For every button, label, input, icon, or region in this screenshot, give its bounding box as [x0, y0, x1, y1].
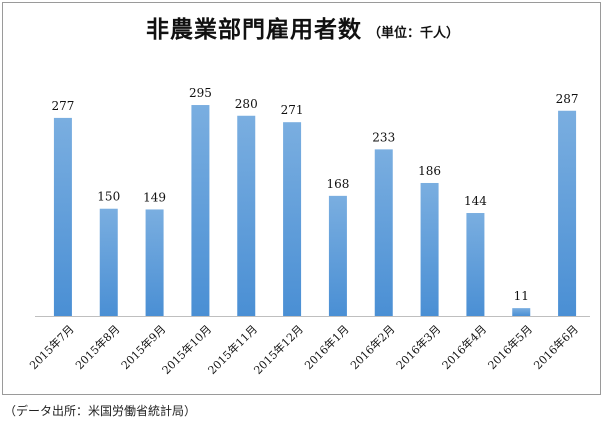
data-label-11: 11 [514, 289, 529, 303]
bar-chart: 277 150 149 295 280 271 168 233 186 144 11 287 2015… [26, 86, 590, 377]
bar-7 [328, 195, 347, 316]
bar-1 [53, 117, 72, 316]
x-tick-label-7: 2016年1月 [301, 322, 351, 372]
data-label-5: 280 [235, 97, 258, 111]
x-tick-label-8: 2016年2月 [347, 322, 397, 372]
bar-2 [99, 208, 118, 316]
x-tick-labels-layer: 2015年7月2015年8月2015年9月2015年10月2015年11月201… [26, 322, 580, 377]
x-tick-label-3: 2015年9月 [118, 322, 168, 372]
bar-9 [420, 182, 439, 316]
chart-title-main: 非農業部門雇用者数 [145, 17, 362, 43]
data-label-7: 168 [326, 177, 349, 191]
chart-frame [2, 2, 601, 395]
data-label-9: 186 [418, 164, 441, 178]
source-note: （データ出所：米国労働省統計局） [4, 404, 197, 418]
data-label-6: 271 [281, 103, 304, 117]
x-tick-label-11: 2016年5月 [485, 322, 535, 372]
data-label-4: 295 [189, 86, 212, 100]
bar-6 [283, 122, 302, 316]
chart-title: 非農業部門雇用者数 （単位：千人） [0, 10, 605, 44]
x-tick-label-2: 2015年8月 [72, 322, 122, 372]
data-label-3: 149 [143, 190, 166, 204]
bar-8 [374, 149, 393, 316]
x-tick-label-6: 2015年12月 [251, 322, 306, 377]
data-label-10: 144 [464, 194, 487, 208]
data-label-1: 277 [51, 99, 74, 113]
bars-layer [53, 105, 577, 317]
x-tick-label-10: 2016年4月 [439, 322, 489, 372]
bar-12 [558, 110, 577, 316]
data-label-12: 287 [556, 92, 579, 106]
bar-5 [237, 115, 256, 317]
data-label-8: 233 [372, 130, 395, 144]
x-tick-label-9: 2016年3月 [393, 322, 443, 372]
data-label-2: 150 [97, 190, 120, 204]
chart-unit-note: （単位：千人） [367, 26, 459, 41]
bar-10 [466, 213, 485, 316]
bar-11 [512, 308, 531, 316]
x-tick-label-1: 2015年7月 [26, 322, 76, 372]
bar-4 [191, 105, 210, 316]
bar-3 [145, 209, 164, 316]
x-tick-label-12: 2016年6月 [531, 322, 581, 372]
data-labels-layer: 277 150 149 295 280 271 168 233 186 144 11 287 [51, 86, 578, 303]
